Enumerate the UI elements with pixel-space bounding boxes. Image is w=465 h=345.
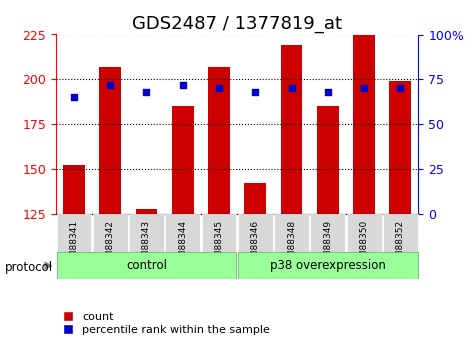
Point [179,82,186,88]
Text: control: control [126,259,167,272]
Point [360,86,368,91]
Point [215,86,223,91]
FancyBboxPatch shape [238,214,272,252]
Text: GSM88345: GSM88345 [214,220,224,269]
Point [106,82,114,88]
Text: GSM88349: GSM88349 [323,220,332,269]
Text: GSM88343: GSM88343 [142,220,151,269]
Bar [317,106,339,214]
Text: GSM88342: GSM88342 [106,220,115,269]
Point [397,86,404,91]
FancyBboxPatch shape [129,214,164,252]
Bar [63,166,85,214]
Text: GSM88341: GSM88341 [69,220,79,269]
FancyBboxPatch shape [238,252,418,279]
Point [70,95,78,100]
Bar [281,45,302,214]
Bar [353,34,375,214]
Bar [136,208,157,214]
Point [324,89,332,95]
Text: GSM88344: GSM88344 [178,220,187,269]
Point [252,89,259,95]
FancyBboxPatch shape [166,214,200,252]
FancyBboxPatch shape [383,214,418,252]
Bar [390,81,411,214]
Text: GSM88352: GSM88352 [396,220,405,269]
Point [288,86,295,91]
FancyBboxPatch shape [93,214,127,252]
Text: GSM88348: GSM88348 [287,220,296,269]
FancyBboxPatch shape [311,214,345,252]
Text: p38 overexpression: p38 overexpression [270,259,386,272]
Text: GSM88346: GSM88346 [251,220,260,269]
Bar [100,67,121,214]
Text: protocol: protocol [5,261,53,274]
FancyBboxPatch shape [274,214,309,252]
Point [143,89,150,95]
FancyBboxPatch shape [57,252,236,279]
Legend: count, percentile rank within the sample: count, percentile rank within the sample [52,307,274,339]
FancyBboxPatch shape [57,214,91,252]
Bar [208,67,230,214]
FancyBboxPatch shape [202,214,236,252]
Bar [245,184,266,214]
FancyBboxPatch shape [347,214,381,252]
Bar [172,106,193,214]
Title: GDS2487 / 1377819_at: GDS2487 / 1377819_at [132,15,342,33]
Text: GSM88350: GSM88350 [359,220,369,269]
